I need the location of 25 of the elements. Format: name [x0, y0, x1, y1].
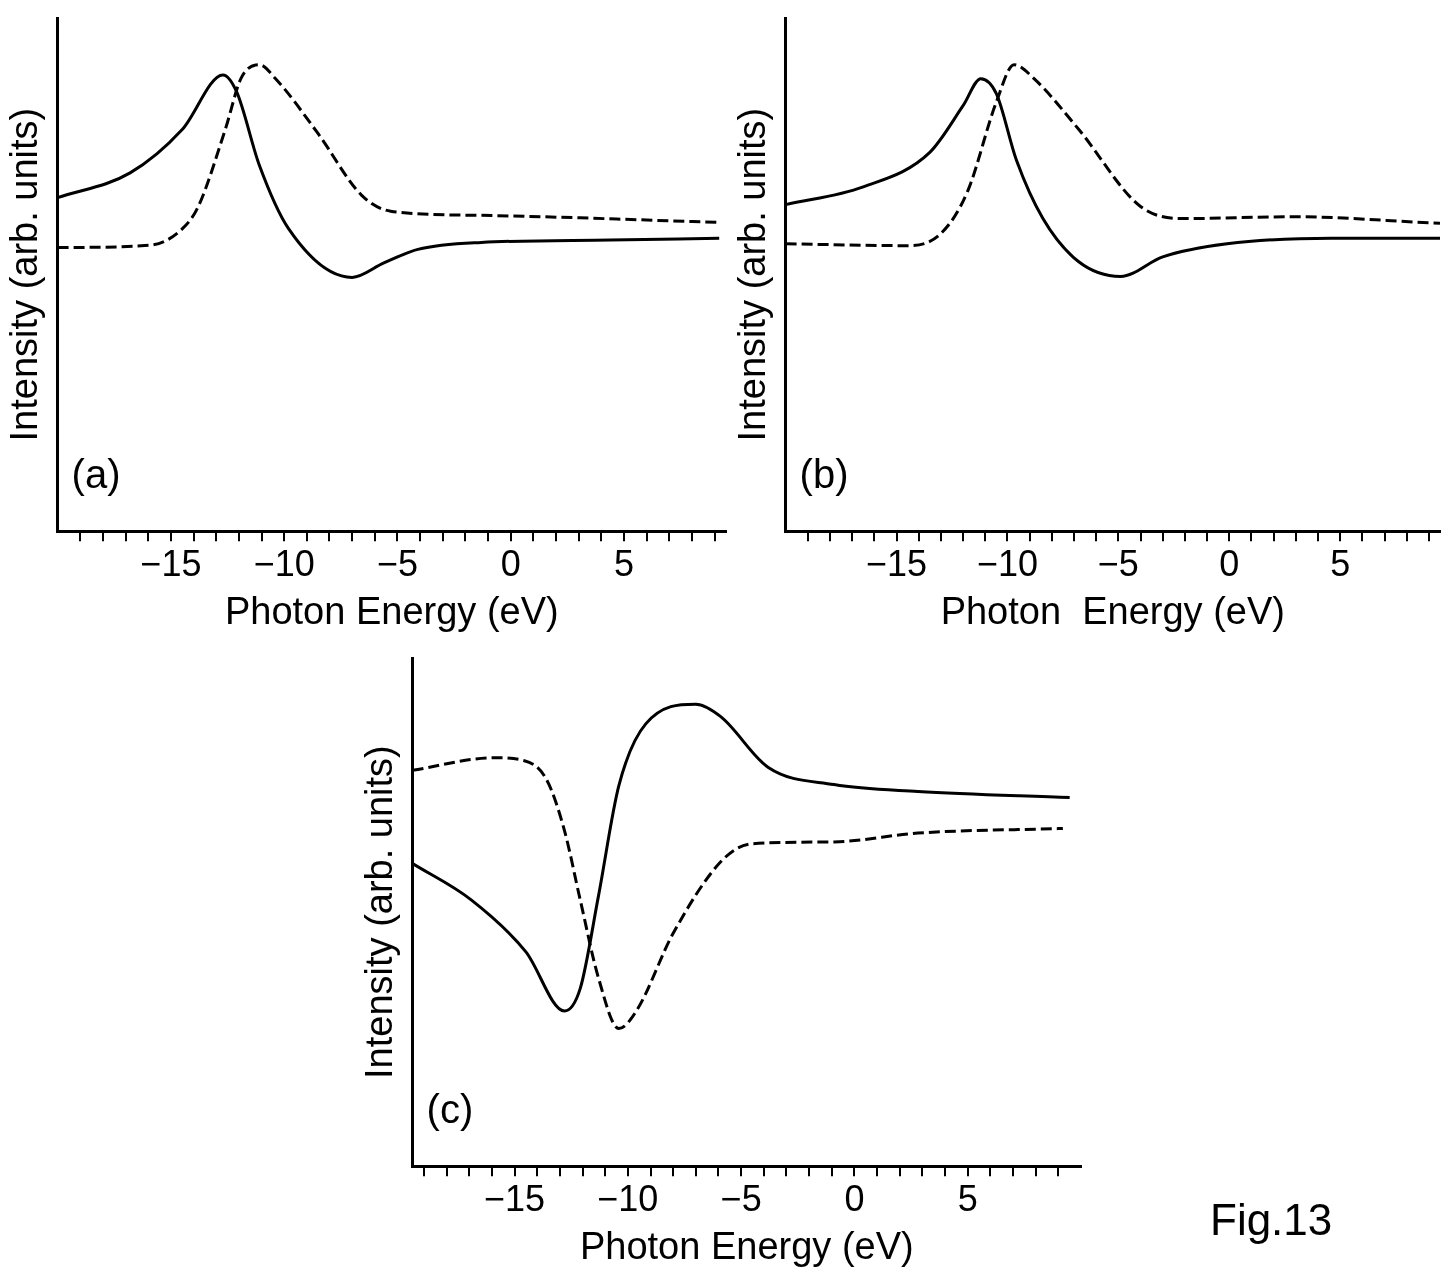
x-axis-title: Photon Energy (eV) [579, 1224, 914, 1267]
x-tick-label: −5 [1097, 542, 1139, 584]
annotation: (b) [799, 452, 849, 497]
annotation: (c) [426, 1087, 474, 1132]
x-tick-label: 0 [1219, 542, 1240, 584]
x-tick-label: −10 [253, 542, 315, 584]
y-axis-title: Intensity (arb. units) [358, 745, 401, 1079]
x-axis-title: Photon Energy (eV) [224, 589, 559, 632]
y-axis-title: Intensity (arb. units) [731, 107, 774, 442]
x-tick-label: −5 [720, 1177, 762, 1219]
x-tick-label: 5 [614, 542, 635, 584]
y-axis-title: Intensity (arb. units) [3, 107, 46, 442]
caption: Fig.13 [1210, 1195, 1333, 1245]
x-tick-label: −5 [376, 542, 418, 584]
x-axis-title: Photon Energy (eV) [940, 589, 1285, 632]
x-tick-label: −10 [597, 1177, 659, 1219]
x-tick-label: −10 [976, 542, 1038, 584]
x-tick-label: 5 [957, 1177, 978, 1219]
x-tick-label: 5 [1330, 542, 1351, 584]
x-tick-label: 0 [844, 1177, 865, 1219]
x-tick-label: −15 [484, 1177, 546, 1219]
annotation: (a) [71, 452, 121, 497]
x-tick-label: −15 [140, 542, 202, 584]
x-tick-label: 0 [500, 542, 521, 584]
x-tick-label: −15 [865, 542, 928, 584]
